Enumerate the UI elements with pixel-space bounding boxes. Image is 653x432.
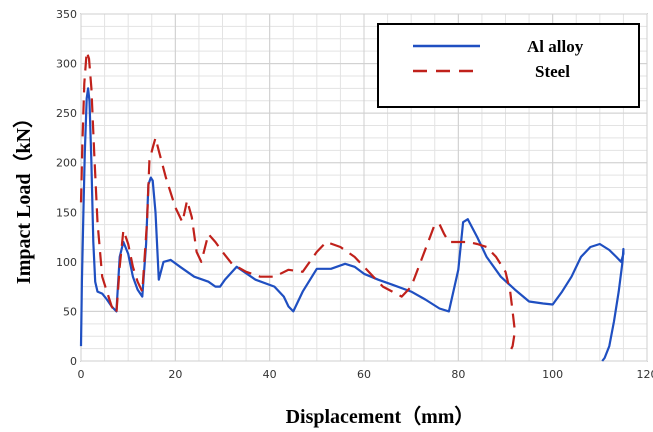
y-tick-label: 150 (56, 206, 77, 219)
legend-label-steel: Steel (535, 62, 570, 81)
legend-label-al-alloy: Al alloy (527, 37, 584, 56)
x-tick-label: 60 (357, 368, 371, 381)
legend: Al alloy Steel (377, 23, 640, 108)
y-tick-label: 0 (70, 355, 77, 368)
x-tick-label: 0 (78, 368, 85, 381)
legend-box (377, 23, 640, 108)
x-axis-title: Displacement（mm） (286, 405, 475, 428)
y-tick-label: 50 (63, 305, 77, 318)
series-line-steel (79, 50, 517, 353)
y-tick-label: 100 (56, 256, 77, 269)
x-tick-label: 20 (168, 368, 182, 381)
y-tick-label: 350 (56, 8, 77, 21)
y-tick-label: 200 (56, 157, 77, 170)
x-tick-label: 100 (542, 368, 563, 381)
tick-labels: 0 20 40 60 80 100 120 0 50 100 150 200 250 300 350 (56, 8, 653, 381)
y-tick-label: 250 (56, 107, 77, 120)
x-tick-label: 120 (637, 368, 653, 381)
y-tick-label: 300 (56, 58, 77, 71)
series-layer (79, 50, 625, 362)
x-tick-label: 80 (451, 368, 465, 381)
y-axis-title: Impact Load（kN） (12, 108, 35, 284)
x-tick-label: 40 (263, 368, 277, 381)
